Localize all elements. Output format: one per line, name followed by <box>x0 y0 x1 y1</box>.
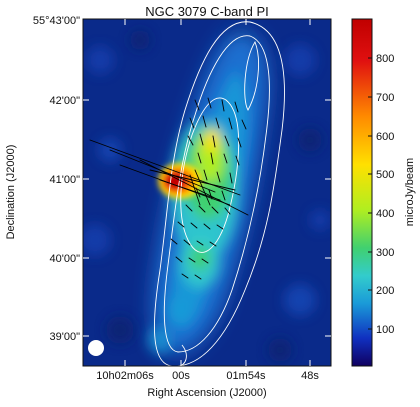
x-tick-label: 48s <box>301 370 319 382</box>
colorbar-tick-label: 400 <box>376 208 394 220</box>
colorbar-tick-label: 100 <box>376 324 394 336</box>
x-axis-label: Right Ascension (J2000) <box>147 387 266 399</box>
colorbar-tick-label: 200 <box>376 285 394 297</box>
colorbar-tick-label: 600 <box>376 131 394 143</box>
x-tick-label: 00s <box>172 370 190 382</box>
intensity-map <box>83 19 331 366</box>
colorbar: 800 700 600 500 400 300 200 100 microJy/… <box>351 18 416 367</box>
colorbar-tick-label: 500 <box>376 169 394 181</box>
x-tick-label: 10h02m06s <box>96 370 154 382</box>
beam-marker <box>88 340 104 356</box>
y-tick-label: 41'00" <box>50 174 81 186</box>
x-tick-label: 01m54s <box>226 370 266 382</box>
colorbar-label: microJy/beam <box>404 158 416 226</box>
y-tick-label: 39'00" <box>50 331 81 343</box>
plot-frame <box>82 18 332 367</box>
y-tick-label: 40'00" <box>50 253 81 265</box>
y-tick-label: 55°43'00" <box>33 15 80 27</box>
colorbar-tick-label: 300 <box>376 247 394 259</box>
colorbar-gradient <box>351 18 373 367</box>
y-tick-label: 42'00" <box>50 95 81 107</box>
y-axis-label: Declination (J2000) <box>5 145 17 240</box>
polarization-vectors <box>89 97 249 280</box>
figure-title: NGC 3079 C-band PI <box>145 4 269 19</box>
colorbar-tick-label: 700 <box>376 92 394 104</box>
contours <box>154 21 285 366</box>
colorbar-tick-label: 800 <box>376 53 394 65</box>
